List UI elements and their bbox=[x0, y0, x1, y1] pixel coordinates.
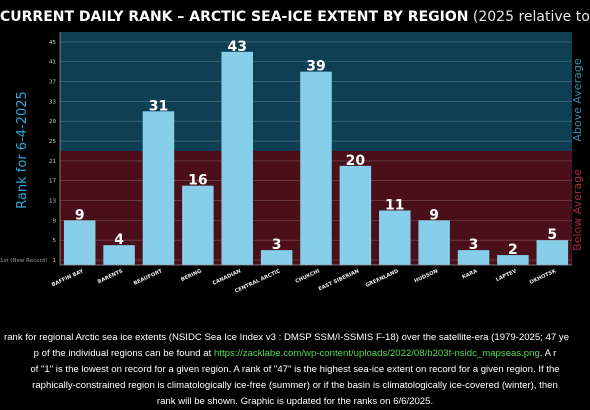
chart-title-main: CURRENT DAILY RANK – ARCTIC SEA-ICE EXTE… bbox=[0, 9, 469, 25]
x-category-label: BAFFIN BAY bbox=[51, 268, 85, 288]
bar-value-label: 3 bbox=[469, 237, 479, 253]
bar-value-label: 2 bbox=[508, 242, 518, 258]
y-tick-label: 25 bbox=[49, 139, 56, 145]
x-category-label: LAPTEV bbox=[495, 268, 518, 283]
caption-line-2-end: . A r bbox=[539, 348, 557, 359]
y-tick-label: 41 bbox=[49, 60, 56, 66]
bar bbox=[103, 245, 135, 265]
bar-value-label: 39 bbox=[306, 59, 325, 75]
bar bbox=[379, 210, 411, 265]
caption-line-5: rank will be shown. Graphic is updated f… bbox=[156, 396, 434, 407]
bar-value-label: 5 bbox=[547, 227, 557, 243]
bar bbox=[457, 250, 490, 265]
x-category-label: KARA bbox=[461, 268, 478, 280]
above-average-label: Above Average bbox=[571, 58, 584, 141]
below-average-label: Below Average bbox=[571, 169, 584, 251]
bar-value-label: 31 bbox=[149, 98, 168, 114]
chart-title: CURRENT DAILY RANK – ARCTIC SEA-ICE EXTE… bbox=[0, 6, 590, 28]
bar-value-label: 4 bbox=[114, 232, 124, 248]
bar bbox=[63, 220, 96, 265]
chart-title-sub: (2025 relative to years since 1979) bbox=[472, 9, 590, 25]
region-map-link[interactable]: https://zacklabe.com/wp-content/uploads/… bbox=[213, 348, 540, 359]
bar bbox=[339, 165, 372, 265]
x-category-label: CHUKCHI bbox=[295, 268, 321, 285]
bar bbox=[182, 185, 214, 265]
bar-value-label: 43 bbox=[227, 39, 246, 55]
x-category-label: BERING bbox=[180, 268, 203, 283]
bars: 9 4 31 16 43 3 39 20 11 9 3 2 5 bbox=[63, 39, 569, 265]
x-category-label: GREENLAND bbox=[365, 268, 400, 289]
chart-caption: rank for regional Arctic sea ice extents… bbox=[0, 330, 590, 410]
caption-line-1: rank for regional Arctic sea ice extents… bbox=[4, 332, 570, 343]
bar bbox=[221, 51, 253, 265]
bar-value-label: 16 bbox=[188, 173, 207, 189]
bar-value-label: 11 bbox=[385, 197, 404, 213]
x-category-label: CANADIAN bbox=[212, 268, 242, 286]
x-category-label: OKHOTSK bbox=[529, 268, 558, 286]
bar bbox=[142, 111, 175, 265]
bar bbox=[260, 250, 293, 265]
caption-line-2-start: p of the individual regions can be found… bbox=[33, 348, 214, 359]
y-tick-label: 17 bbox=[49, 179, 56, 185]
x-category-label: EAST SIBERIAN bbox=[318, 268, 360, 292]
bar-value-label: 9 bbox=[75, 207, 85, 223]
x-category-label: HUDSON bbox=[413, 268, 439, 284]
caption-line-4: raphically-constrained region is climato… bbox=[32, 380, 558, 391]
bar bbox=[300, 71, 332, 265]
bar-value-label: 3 bbox=[272, 237, 282, 253]
bar bbox=[497, 255, 529, 265]
bar-value-label: 20 bbox=[346, 153, 366, 169]
caption-line-2: p of the individual regions can be found… bbox=[0, 346, 590, 362]
y-tick-label: 45 bbox=[49, 40, 56, 46]
y-tick-label: 29 bbox=[49, 119, 56, 125]
y-tick-label: 1 bbox=[53, 258, 57, 264]
y-tick-label: 21 bbox=[49, 159, 56, 165]
y-tick-label: 37 bbox=[49, 80, 56, 86]
bar bbox=[536, 240, 569, 265]
y-tick-label: 5 bbox=[53, 238, 57, 244]
bar bbox=[418, 220, 450, 265]
y-tick-label: 13 bbox=[49, 199, 56, 205]
y-axis-label: Rank for 6-4-2025 bbox=[15, 91, 30, 209]
bar-value-label: 9 bbox=[429, 207, 439, 223]
x-category-label: BARENTS bbox=[97, 268, 124, 285]
y-axis-note: 1st (New Record) bbox=[0, 258, 47, 264]
y-tick-label: 33 bbox=[49, 99, 56, 105]
x-category-label: BEAUFORT bbox=[133, 268, 164, 287]
y-tick-label: 9 bbox=[53, 218, 57, 224]
caption-line-3: of "1" is the lowest on record for a giv… bbox=[30, 364, 560, 375]
